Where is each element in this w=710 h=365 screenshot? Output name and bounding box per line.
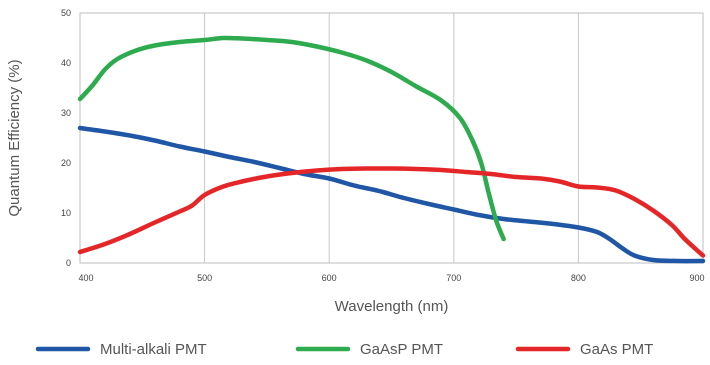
series-line-multi-alkali-pmt [77, 125, 706, 264]
y-tick-label: 10 [61, 208, 71, 218]
y-tick-label: 20 [61, 158, 71, 168]
legend-item-multi-alkali-pmt: Multi-alkali PMT [35, 341, 207, 358]
y-tick-label: 0 [66, 258, 71, 268]
grid-lines [204, 13, 579, 263]
y-axis-ticks: 0 10 20 30 40 50 [61, 8, 71, 268]
x-tick-label: 600 [322, 273, 337, 283]
plot-frame [79, 12, 704, 264]
legend-label: Multi-alkali PMT [100, 341, 207, 358]
x-tick-label: 700 [446, 273, 461, 283]
legend-label: GaAs PMT [580, 341, 653, 358]
series-lines [77, 35, 706, 264]
legend: Multi-alkali PMT GaAsP PMT GaAs PMT [35, 341, 653, 358]
series-line-gaasp-pmt [77, 35, 506, 242]
plot-area [77, 12, 706, 264]
legend-label: GaAsP PMT [360, 341, 443, 358]
y-tick-label: 40 [61, 58, 71, 68]
x-tick-label: 500 [197, 273, 212, 283]
x-tick-label: 900 [689, 273, 704, 283]
y-tick-label: 30 [61, 108, 71, 118]
x-tick-label: 800 [571, 273, 586, 283]
y-axis-title: Quantum Efficiency (%) [6, 59, 23, 216]
x-axis-ticks: 400 500 600 700 800 900 [78, 273, 704, 283]
series-line-gaas-pmt [77, 166, 706, 258]
legend-item-gaas-pmt: GaAs PMT [515, 341, 653, 358]
legend-item-gaasp-pmt: GaAsP PMT [295, 341, 443, 358]
x-axis-title: Wavelength (nm) [335, 298, 449, 315]
x-tick-label: 400 [78, 273, 93, 283]
y-tick-label: 50 [61, 8, 71, 18]
